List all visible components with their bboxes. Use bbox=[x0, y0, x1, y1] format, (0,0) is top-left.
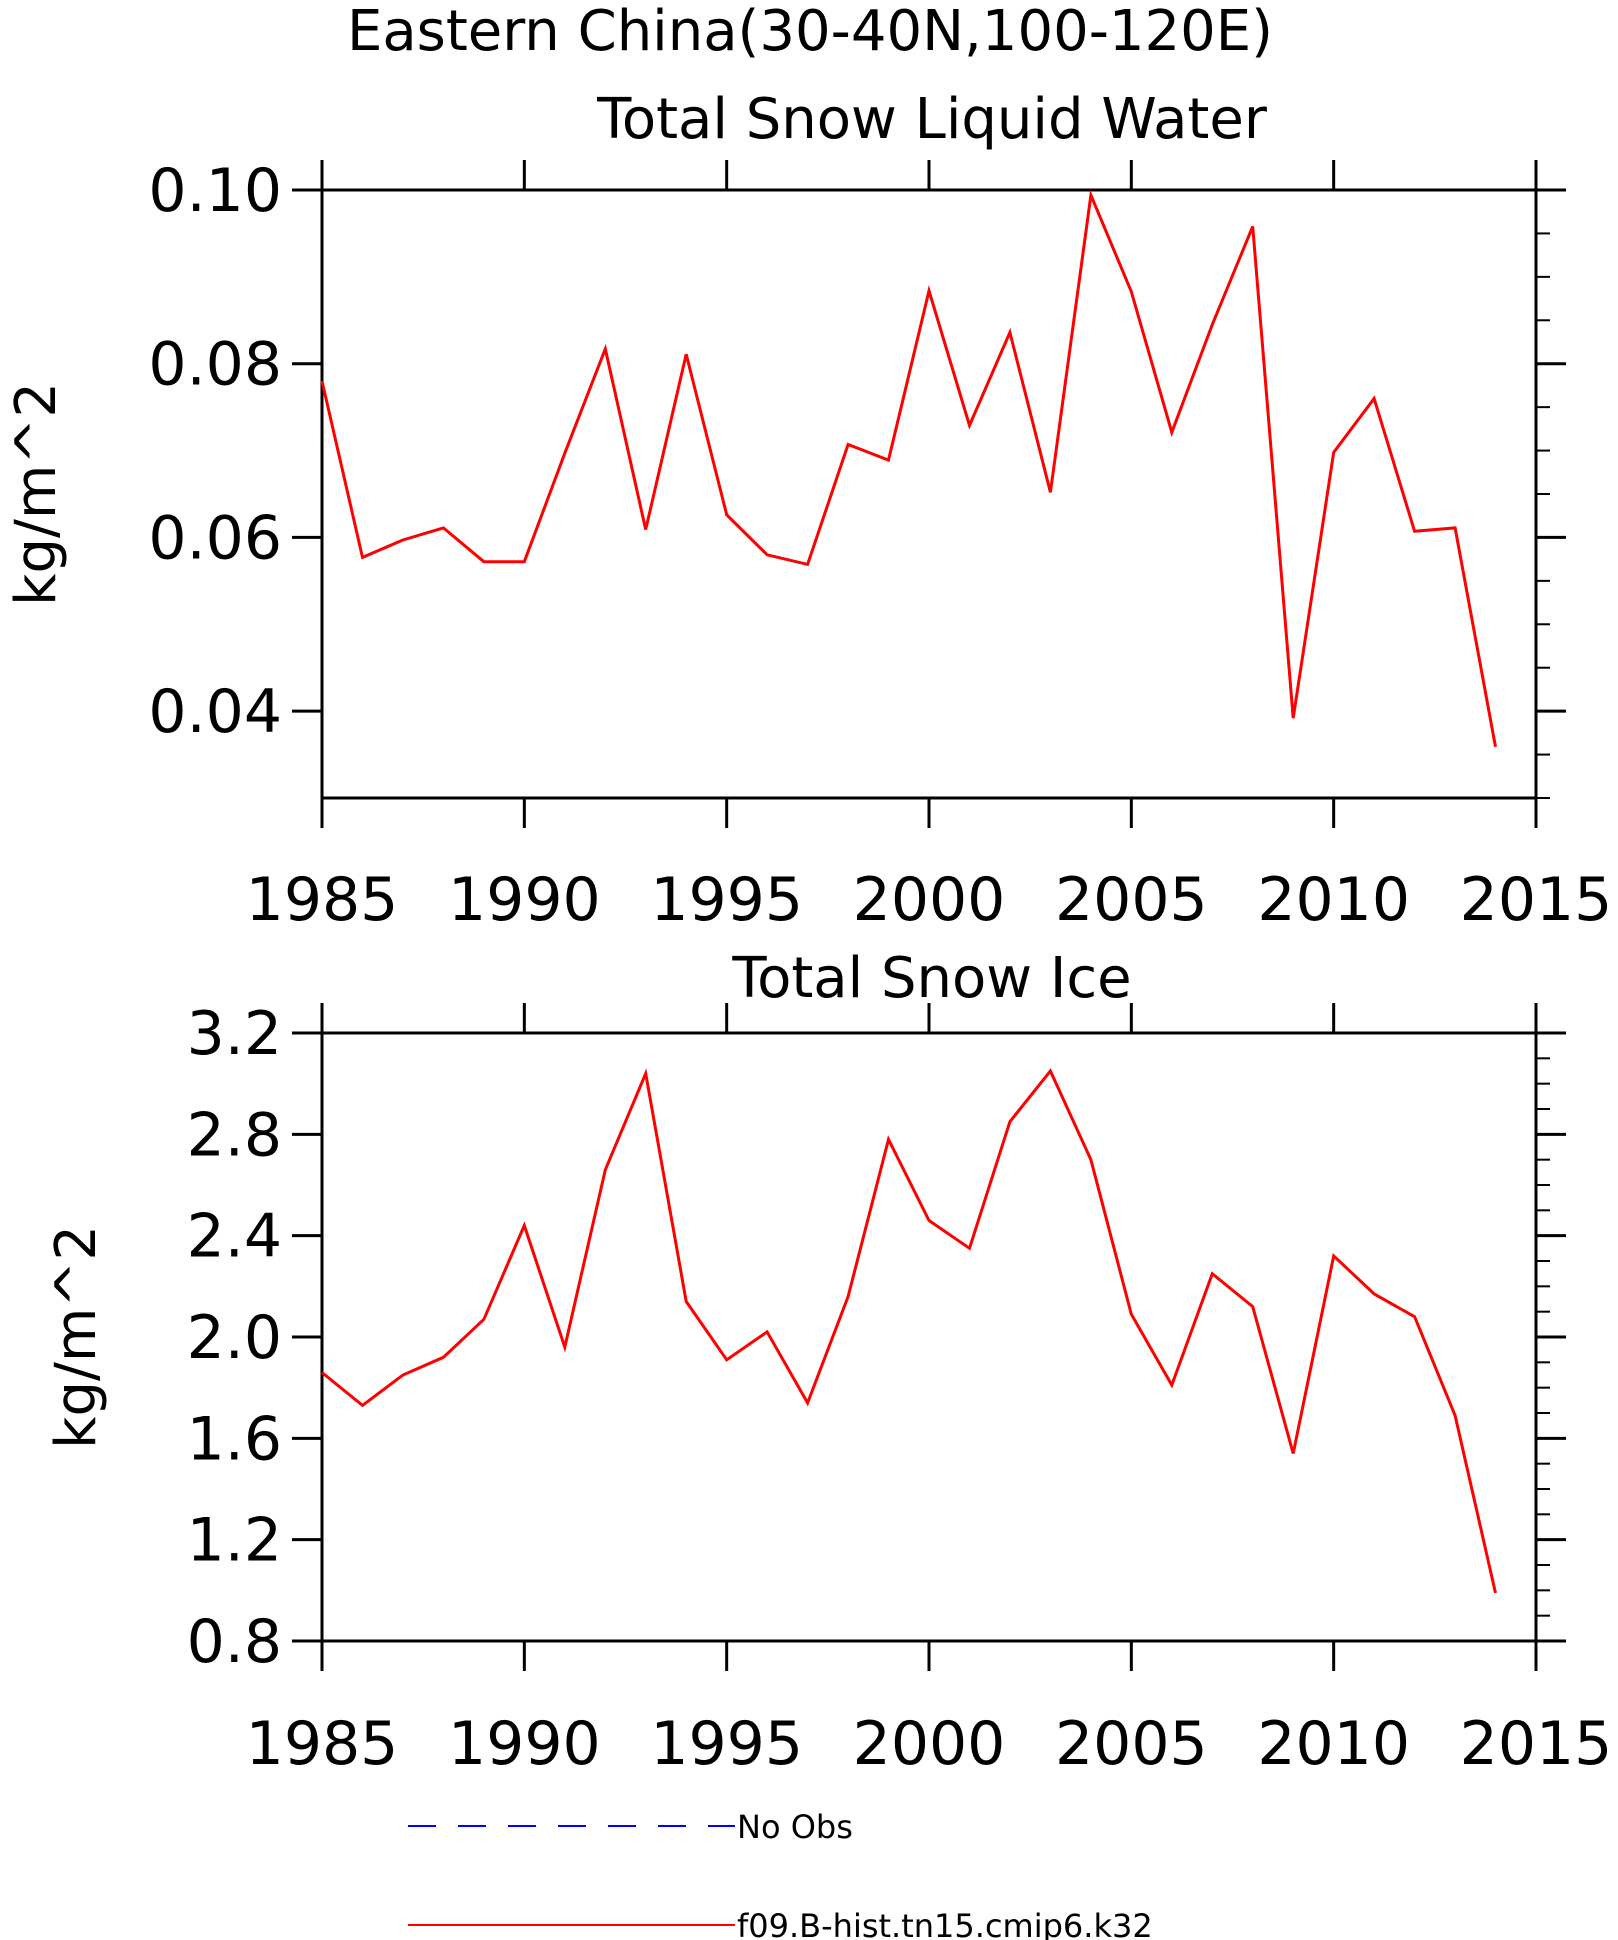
legend-label-no-obs: No Obs bbox=[737, 1808, 853, 1846]
x-tick-label: 1995 bbox=[650, 1709, 803, 1779]
y-tick-label: 0.04 bbox=[148, 677, 282, 747]
y-tick-label: 0.08 bbox=[148, 330, 282, 400]
x-tick-label: 2005 bbox=[1055, 1709, 1208, 1779]
x-tick-label: 2000 bbox=[853, 865, 1006, 935]
legend: No Obs f09.B-hist.tn15.cmip6.k32 bbox=[408, 1808, 1153, 1940]
x-tick-label: 2015 bbox=[1460, 865, 1613, 935]
series-line bbox=[321, 1068, 1497, 1594]
series-line bbox=[320, 189, 1497, 748]
x-tick-label: 2000 bbox=[853, 1709, 1006, 1779]
y-axis-label: kg/m^2 bbox=[4, 382, 69, 606]
axis-tick-labels: 1985 1990 1995 2000 2005 2010 2015 0.04 0.06 0.08… bbox=[148, 156, 1612, 935]
y-tick-label: 3.2 bbox=[187, 999, 282, 1069]
x-tick-label: 2005 bbox=[1055, 865, 1208, 935]
x-tick-label: 1995 bbox=[650, 865, 803, 935]
y-axis-label: kg/m^2 bbox=[44, 1225, 109, 1449]
x-tick-label: 1985 bbox=[246, 1709, 399, 1779]
panel-snow-ice: Total Snow Ice kg/m^2 1985 1990 1995 2000 20… bbox=[44, 946, 1612, 1779]
legend-label-model: f09.B-hist.tn15.cmip6.k32 bbox=[737, 1907, 1153, 1940]
y-tick-label: 2.4 bbox=[187, 1202, 282, 1272]
y-tick-label: 1.2 bbox=[187, 1506, 282, 1576]
series-lines bbox=[321, 1068, 1497, 1594]
x-tick-label: 1985 bbox=[246, 865, 399, 935]
y-tick-label: 2.8 bbox=[187, 1100, 282, 1170]
panel-snow-liquid-water: Total Snow Liquid Water kg/m^2 1985 1990 1… bbox=[4, 87, 1612, 935]
panel-title-snow-ice: Total Snow Ice bbox=[731, 946, 1131, 1011]
y-tick-label: 0.06 bbox=[148, 503, 282, 573]
axis-ticks bbox=[292, 1003, 1566, 1671]
panel-title-snow-liquid-water: Total Snow Liquid Water bbox=[596, 87, 1268, 152]
y-tick-label: 1.6 bbox=[187, 1404, 282, 1474]
y-tick-label: 2.0 bbox=[187, 1303, 282, 1373]
x-tick-label: 2010 bbox=[1257, 1709, 1410, 1779]
y-tick-label: 0.8 bbox=[187, 1607, 282, 1677]
series-lines bbox=[320, 189, 1497, 748]
x-tick-label: 2015 bbox=[1460, 1709, 1613, 1779]
y-tick-label: 0.10 bbox=[148, 156, 282, 226]
x-tick-label: 1990 bbox=[448, 1709, 601, 1779]
axis-ticks bbox=[292, 160, 1566, 828]
figure-title: Eastern China(30-40N,100-120E) bbox=[347, 0, 1273, 64]
x-tick-label: 2010 bbox=[1257, 865, 1410, 935]
x-tick-label: 1990 bbox=[448, 865, 601, 935]
axis-tick-labels: 1985 1990 1995 2000 2005 2010 2015 0.8 1.2 1.6 2.0… bbox=[187, 999, 1613, 1779]
